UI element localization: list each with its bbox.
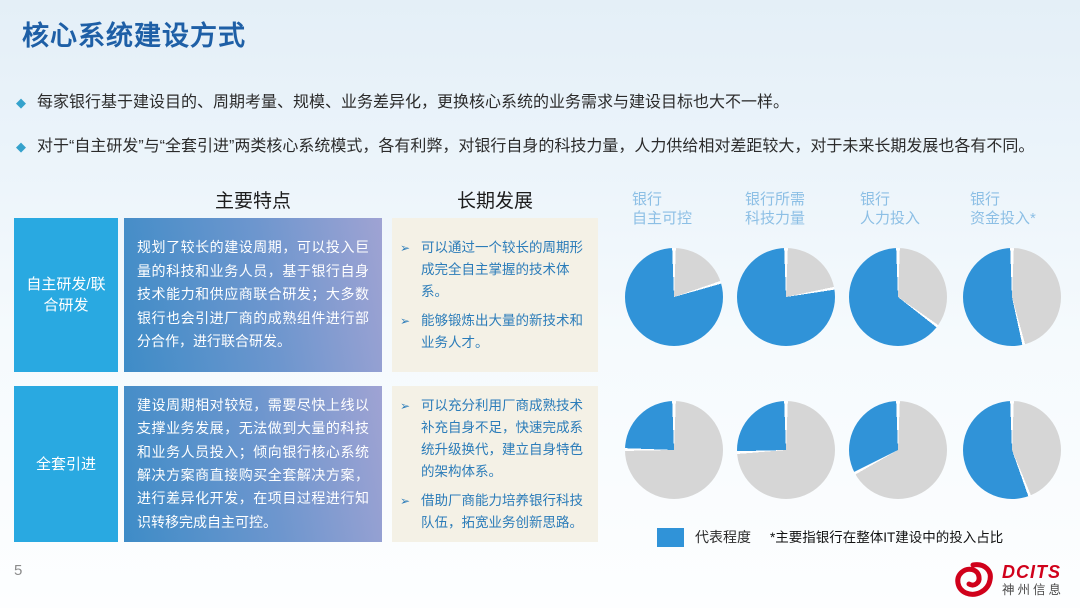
pie-chart xyxy=(737,401,835,499)
features-text: 规划了较长的建设周期，可以投入巨量的科技和业务人员，基于银行自身技术能力和供应商… xyxy=(124,218,382,372)
footnote: *主要指银行在整体IT建设中的投入占比 xyxy=(770,530,1004,545)
logo-swirl-icon xyxy=(955,562,993,597)
longterm-list: ➢ 可以通过一个较长的周期形成完全自主掌握的技术体系。 ➢ 能够锻炼出大量的新技… xyxy=(392,218,598,372)
page-number: 5 xyxy=(14,562,23,579)
logo-text: DCITS xyxy=(1001,562,1061,583)
company-logo: DCITS 神州信息 xyxy=(951,560,1064,600)
longterm-item: ➢ 可以充分利用厂商成熟技术补充自身不足，快速完成系统升级换代，建立自身特色的架… xyxy=(400,395,590,483)
diamond-bullet-icon: ◆ xyxy=(16,139,26,154)
features-text: 建设周期相对较短，需要尽快上线以支撑业务发展，无法做到大量的科技和业务人员投入；… xyxy=(124,386,382,542)
bullet-item: ◆ 对于“自主研发”与“全套引进”两类核心系统模式，各有利弊，对银行自身的科技力… xyxy=(16,136,1056,158)
pie-chart xyxy=(849,248,947,346)
pie-chart xyxy=(849,401,947,499)
longterm-item: ➢ 借助厂商能力培养银行科技队伍，拓宽业务创新思路。 xyxy=(400,490,590,534)
arrow-bullet-icon: ➢ xyxy=(400,493,411,508)
pie-column-header: 银行所需 科技力量 xyxy=(745,191,806,227)
pie-chart xyxy=(737,248,835,346)
pie-chart xyxy=(625,248,723,346)
pie-chart xyxy=(963,401,1061,499)
longterm-item: ➢ 能够锻炼出大量的新技术和业务人才。 xyxy=(400,310,590,354)
page-title: 核心系统建设方式 xyxy=(22,21,246,51)
column-header-longterm: 长期发展 xyxy=(456,191,533,212)
column-header-features: 主要特点 xyxy=(214,191,291,212)
legend-label: 代表程度 xyxy=(695,529,751,545)
longterm-list: ➢ 可以充分利用厂商成熟技术补充自身不足，快速完成系统升级换代，建立自身特色的架… xyxy=(392,386,598,542)
pie-column-header: 银行 自主可控 xyxy=(632,191,693,227)
arrow-bullet-icon: ➢ xyxy=(400,240,411,255)
row-label-self-development: 自主研发/联合研发 xyxy=(14,218,118,372)
longterm-item: ➢ 可以通过一个较长的周期形成完全自主掌握的技术体系。 xyxy=(400,237,590,303)
pie-chart xyxy=(963,248,1061,346)
pie-column-header: 银行 人力投入 xyxy=(860,191,921,227)
pie-chart xyxy=(625,401,723,499)
row-label-full-introduction: 全套引进 xyxy=(14,386,118,542)
bullet-text: 对于“自主研发”与“全套引进”两类核心系统模式，各有利弊，对银行自身的科技力量，… xyxy=(37,138,1035,155)
pie-column-header: 银行 资金投入* xyxy=(970,191,1036,227)
logo-subtext: 神州信息 xyxy=(1001,583,1064,598)
arrow-bullet-icon: ➢ xyxy=(400,313,411,328)
legend-swatch xyxy=(657,528,684,547)
bullet-item: ◆ 每家银行基于建设目的、周期考量、规模、业务差异化，更换核心系统的业务需求与建… xyxy=(16,92,1056,114)
bullet-text: 每家银行基于建设目的、周期考量、规模、业务差异化，更换核心系统的业务需求与建设目… xyxy=(37,94,790,111)
arrow-bullet-icon: ➢ xyxy=(400,398,411,413)
diamond-bullet-icon: ◆ xyxy=(16,95,26,110)
